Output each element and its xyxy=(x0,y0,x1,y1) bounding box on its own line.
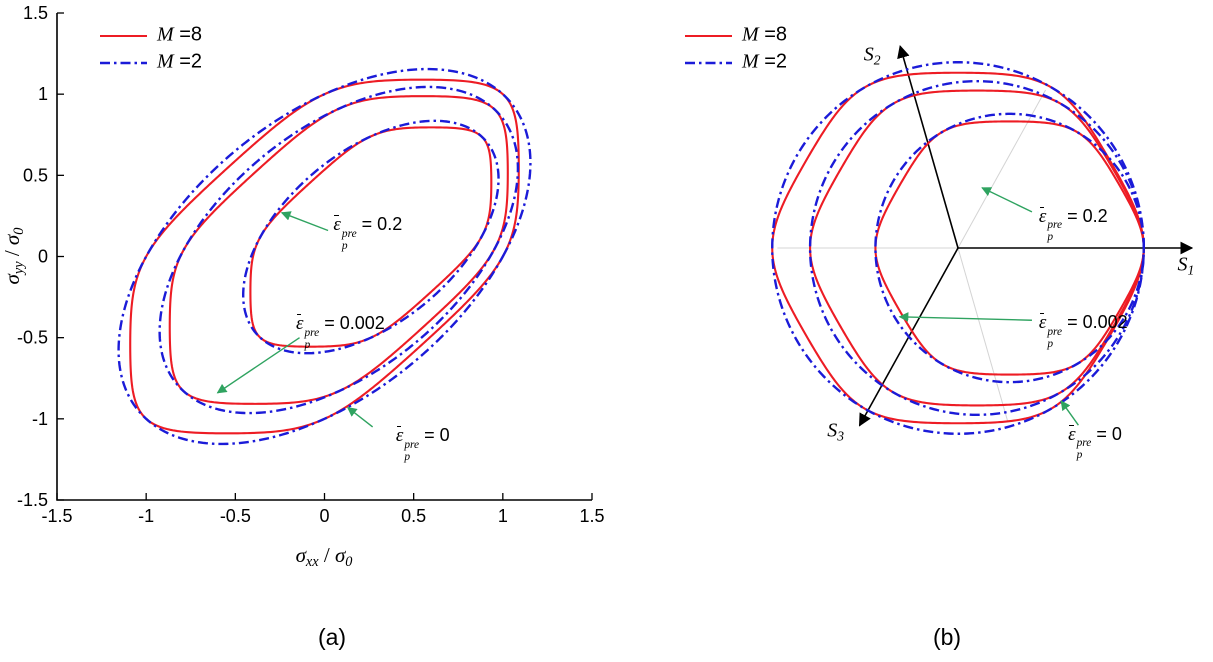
plot-a-plane-stress: -1.5 -1 -0.5 0 0.5 1 1.5 -1.5 -1 -0.5 0 0.5 1 1.5 xyxy=(17,3,605,526)
yield-surface-a-M=8-pre0 xyxy=(129,78,520,435)
x-tick-label: 1 xyxy=(498,506,508,526)
y-tick-label: 0.5 xyxy=(23,165,48,185)
caption-b: (b) xyxy=(932,624,962,650)
x-tick-label: -1 xyxy=(138,506,154,526)
annotation-arrow-pre0.2 xyxy=(981,187,1033,213)
deviatoric-axis-S2 xyxy=(897,45,959,249)
yield-surface-b-M=8-pre0.002 xyxy=(809,89,1145,407)
annotation-arrow-pre0.002 xyxy=(216,337,300,394)
x-tick-label: 1.5 xyxy=(579,506,604,526)
annotation-arrow-pre0 xyxy=(1060,400,1079,426)
annotation-arrow-pre0.002 xyxy=(898,312,1032,322)
pi-plane-faint-axis xyxy=(957,89,1046,249)
yield-surface-a-M=8-pre0.002 xyxy=(168,95,509,405)
axes-spines-a xyxy=(56,13,592,501)
y-tick-label: -1 xyxy=(32,409,48,429)
yield-surface-b-M=2-pre0.2 xyxy=(874,112,1145,384)
x-tick-label: -0.5 xyxy=(220,506,251,526)
x-tick-label: 0 xyxy=(319,506,329,526)
annotation-arrow-pre0 xyxy=(346,406,374,428)
pi-plane-faint-axis xyxy=(957,247,1009,422)
x-tick-label: 0.5 xyxy=(401,506,426,526)
y-tick-label: -0.5 xyxy=(17,328,48,348)
yield-surface-a-M=2-pre0.2 xyxy=(242,119,500,355)
plot-b-pi-plane xyxy=(685,34,1194,435)
y-tick-label: -1.5 xyxy=(17,490,48,510)
y-tick-label: 0 xyxy=(38,247,48,267)
x-tick-label: -1.5 xyxy=(41,506,72,526)
yield-surface-a-M=2-pre0.002 xyxy=(158,85,520,415)
y-tick-label: 1.5 xyxy=(23,3,48,23)
y-tick-label: 1 xyxy=(38,84,48,104)
annotation-arrow-pre0.2 xyxy=(280,211,329,232)
yield-surface-a-M=2-pre0 xyxy=(117,67,532,446)
caption-a: (a) xyxy=(317,624,347,650)
yield-surface-b-M=2-pre0 xyxy=(771,61,1145,435)
